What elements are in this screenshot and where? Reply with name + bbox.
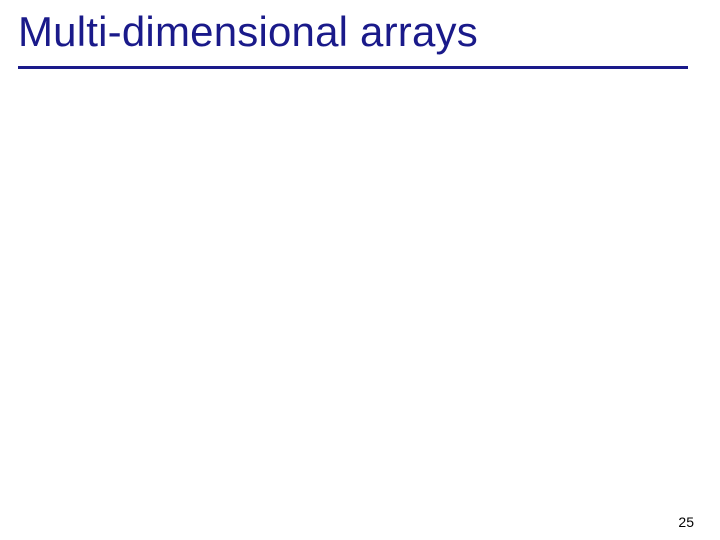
page-number: 25 xyxy=(678,514,694,530)
slide-title: Multi-dimensional arrays xyxy=(18,8,688,56)
title-region: Multi-dimensional arrays xyxy=(18,8,688,56)
slide: Multi-dimensional arrays 25 xyxy=(0,0,720,540)
title-underline xyxy=(18,66,688,69)
